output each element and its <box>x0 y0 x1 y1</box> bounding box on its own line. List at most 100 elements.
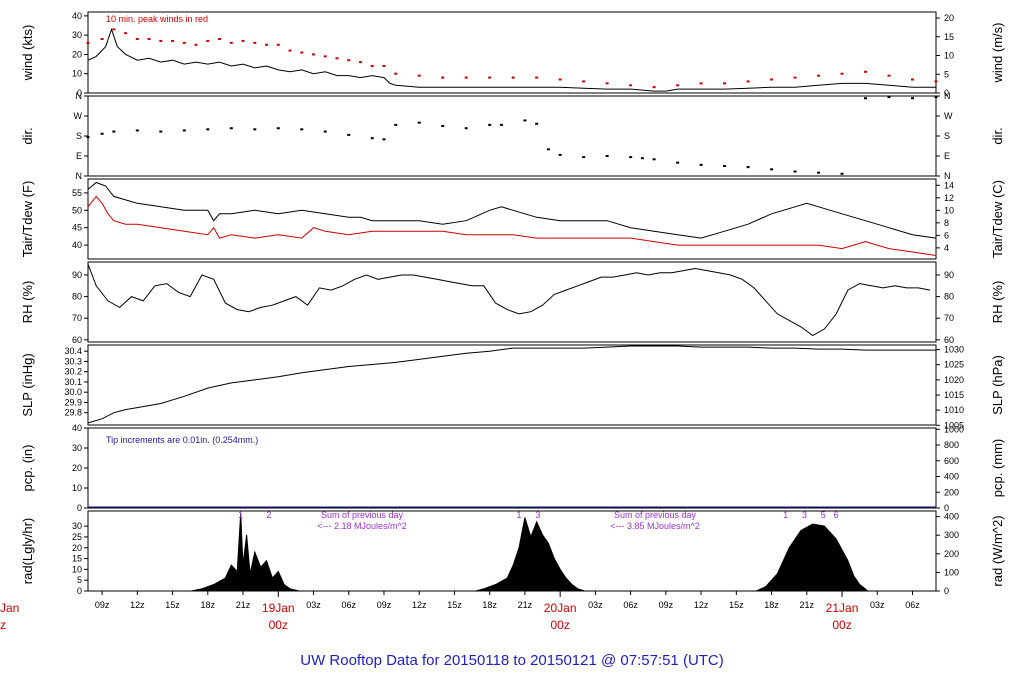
rad-peak-mark: 3 <box>802 510 807 520</box>
ylabel-right-wind: wind (m/s) <box>990 23 1005 84</box>
series-point-wind-1 <box>746 80 750 83</box>
series-point-dir-0 <box>640 157 644 160</box>
ytick-label-left-rad: 10 <box>72 564 82 574</box>
series-point-wind-1 <box>206 39 210 42</box>
series-point-wind-1 <box>441 76 445 79</box>
ylabel-left-rh: RH (%) <box>20 281 35 324</box>
ytick-label-right-dir: E <box>944 151 950 161</box>
ytick-label-left-rad: 0 <box>77 586 82 596</box>
rad-peak-mark: 3 <box>535 510 540 520</box>
ytick-label-left-temp: 55 <box>72 188 82 198</box>
ytick-label-right-dir: N <box>944 91 951 101</box>
xtick-label: 09z <box>95 600 110 610</box>
ytick-label-left-temp: 45 <box>72 223 82 233</box>
series-point-dir-0 <box>840 172 844 175</box>
ytick-label-right-temp: 12 <box>944 193 954 203</box>
ytick-label-right-dir: W <box>944 111 953 121</box>
ytick-label-left-wind: 30 <box>72 30 82 40</box>
ytick-label-left-slp: 30.4 <box>64 346 82 356</box>
xtick-label: 12z <box>412 600 427 610</box>
series-point-wind-1 <box>347 59 351 62</box>
series-point-dir-0 <box>652 158 656 161</box>
panel-frame-temp <box>87 178 937 260</box>
ytick-label-right-slp: 1030 <box>944 345 964 355</box>
series-point-dir-0 <box>746 166 750 169</box>
series-point-wind-1 <box>135 38 139 40</box>
series-point-wind-1 <box>934 80 938 83</box>
ytick-label-left-wind: 20 <box>72 49 82 59</box>
day-label-date: 21Jan <box>826 601 859 615</box>
xtick-label: 15z <box>165 600 180 610</box>
ytick-label-right-pcp: 800 <box>944 440 959 450</box>
ytick-label-left-rh: 80 <box>72 292 82 302</box>
series-point-wind-1 <box>253 41 257 44</box>
ytick-label-left-dir: W <box>74 111 83 121</box>
pcp-tip-note: Tip increments are 0.01in. (0.254mm.) <box>106 435 258 445</box>
ytick-label-left-rad: 25 <box>72 532 82 542</box>
ytick-label-right-wind: 15 <box>944 32 954 42</box>
series-point-dir-0 <box>605 155 609 157</box>
series-point-wind-1 <box>323 55 327 58</box>
series-point-dir-0 <box>206 128 210 131</box>
xtick-label: 03z <box>588 600 603 610</box>
ylabel-right-temp: Tair/Tdew (C) <box>990 180 1005 258</box>
ylabel-right-slp: SLP (hPa) <box>990 355 1005 415</box>
panel-frame-wind <box>87 11 937 94</box>
ylabel-left-rad: rad(Lgly/hr) <box>20 518 35 584</box>
ytick-label-left-wind: 0 <box>77 88 82 98</box>
series-point-dir-0 <box>300 128 304 131</box>
ytick-label-right-wind: 20 <box>944 13 954 23</box>
ytick-label-left-rh: 90 <box>72 270 82 280</box>
series-point-wind-1 <box>770 78 774 81</box>
ytick-label-right-wind: 10 <box>944 51 954 61</box>
panel-temp: 40 45 50 55 4 6 8 10 12 14 Tair/Tdew (F) Tair/Tdew … <box>20 178 1005 260</box>
ytick-label-right-rh: 70 <box>944 313 954 323</box>
rad-peak-mark: 6 <box>834 510 839 520</box>
ytick-label-right-rh: 60 <box>944 335 954 345</box>
ytick-label-right-slp: 1025 <box>944 360 964 370</box>
ytick-label-right-slp: 1020 <box>944 375 964 385</box>
rad-peak-mark: 1 <box>238 510 243 520</box>
xtick-label: 21z <box>518 600 533 610</box>
series-point-dir-0 <box>323 130 327 133</box>
series-point-dir-0 <box>253 128 257 131</box>
series-point-dir-0 <box>159 130 163 133</box>
xtick-label: 03z <box>306 600 321 610</box>
series-point-dir-0 <box>488 123 492 126</box>
ytick-label-right-dir: N <box>944 171 951 181</box>
xtick-label: 12z <box>130 600 145 610</box>
rad-peak-mark: 2 <box>266 510 271 520</box>
series-point-dir-0 <box>887 96 891 99</box>
ytick-label-left-slp: 29.8 <box>64 408 82 418</box>
series-point-dir-0 <box>417 121 421 124</box>
series-point-wind-1 <box>358 61 362 64</box>
series-point-dir-0 <box>723 165 727 167</box>
series-point-wind-1 <box>229 41 233 44</box>
ytick-label-right-pcp: 200 <box>944 487 959 497</box>
series-point-wind-1 <box>394 72 398 75</box>
ytick-label-left-dir: N <box>76 171 83 181</box>
panel-rh: 60 70 80 90 60 70 80 90 RH (%) RH (%) <box>20 261 1005 345</box>
series-point-wind-1 <box>840 72 844 75</box>
ytick-label-right-wind: 5 <box>944 69 949 79</box>
series-point-dir-0 <box>112 130 116 133</box>
series-point-wind-1 <box>112 28 116 31</box>
series-point-wind-1 <box>511 76 515 79</box>
series-point-dir-0 <box>441 125 445 127</box>
rad-sum-value-0: <--- 2.18 MJoules/m^2 <box>317 521 407 531</box>
ytick-label-left-slp: 30.3 <box>64 356 82 366</box>
ytick-label-right-rad: 400 <box>944 512 959 522</box>
ytick-label-right-pcp: 400 <box>944 472 959 482</box>
ytick-label-right-pcp: 1000 <box>944 424 964 434</box>
series-point-wind-1 <box>335 57 339 60</box>
rad-sum-value-1: <--- 3.85 MJoules/m^2 <box>610 521 700 531</box>
series-line-rh-0 <box>87 264 931 337</box>
series-point-wind-1 <box>182 41 186 44</box>
ylabel-left-slp: SLP (inHg) <box>20 353 35 416</box>
panel-frame-slp <box>87 344 937 426</box>
series-point-dir-0 <box>182 129 186 132</box>
series-point-dir-0 <box>911 97 915 100</box>
xtick-label: 06z <box>341 600 356 610</box>
